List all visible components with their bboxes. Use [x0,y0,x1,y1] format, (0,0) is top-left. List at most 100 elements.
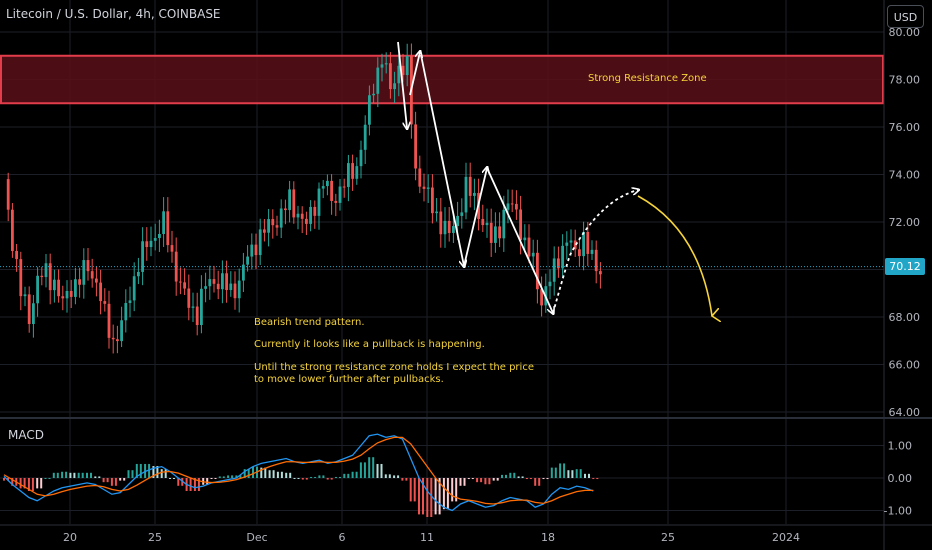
candle-down [284,208,287,211]
macd-histogram-bar [227,475,230,478]
candle-up [250,244,254,257]
price-tick-label: 80.00 [889,26,921,39]
candle-up [137,271,140,277]
candle-up [132,276,136,301]
macd-histogram-bar [206,478,209,485]
candle-down [6,179,10,210]
candle-up [548,281,552,287]
macd-histogram-bar [496,478,499,481]
macd-histogram-bar [65,471,68,478]
candle-up [494,226,497,243]
macd-histogram-bar [517,476,520,478]
macd-histogram-bar [418,478,420,515]
candle-up [82,260,86,285]
candle-down [69,290,73,297]
macd-histogram-bar [27,478,30,491]
macd-histogram-bar [156,466,159,478]
macd-histogram-bar [61,471,64,478]
macd-histogram-bar [355,471,358,478]
time-axis[interactable]: 20 25 Dec 6 11 18 25 2024 [0,524,932,544]
candle-up [372,93,375,96]
candle-down [166,211,170,246]
macd-histogram-bar [169,478,171,479]
candle-down [389,63,392,90]
candle-down [145,241,149,248]
candle-down [447,220,451,233]
candle-up [74,279,77,297]
macd-histogram-bar [521,476,524,478]
macd-histogram-bar [243,469,246,478]
macd-histogram-bar [459,478,462,486]
macd-histogram-bar [592,478,595,480]
macd-histogram-bar [397,475,400,478]
macd-histogram-bar [529,478,532,480]
macd-histogram-bar [260,467,263,478]
resistance-zone[interactable] [0,54,884,105]
macd-histogram-bar [56,472,59,478]
trend-arrow [486,167,553,313]
candle-up [485,222,489,226]
macd-histogram-bar [584,473,586,478]
candle-up [229,283,233,291]
macd-histogram-bar [501,474,503,478]
macd-histogram-bar [467,478,470,480]
macd-histogram-bar [235,475,238,478]
macd-histogram-bar [81,472,84,478]
signal-line [3,436,594,505]
macd-histogram-bar [571,470,574,478]
macd-histogram-bar [252,466,254,478]
candle-down [414,124,417,169]
candle-up [338,186,342,203]
price-tick-label: 66.00 [889,359,921,372]
macd-histogram-bar [310,476,313,478]
candle-up [53,279,56,291]
candle-up [426,187,430,189]
macd-axis[interactable]: 1.00 0.00 -1.00 [884,440,912,518]
candle-down [351,163,354,179]
trend-arrow [420,54,464,266]
candle-up [473,192,476,196]
price-tick-label: 72.00 [889,216,921,229]
candle-up [363,124,367,150]
candle-down [468,176,472,196]
candle-down [195,306,199,326]
macd-label: MACD [8,428,44,442]
macd-histogram-bar [318,475,321,478]
macd-histogram-bar [197,478,200,491]
time-tick-label: 6 [339,531,346,544]
candle-down [519,209,522,241]
note-line-1: Bearish trend pattern. [254,317,365,328]
macd-histogram-bar [36,478,39,489]
candle-up [326,180,329,187]
candle-down [78,279,81,285]
macd-histogram-bar [550,467,553,478]
macd-histogram-bar [546,478,549,480]
macd-histogram-bar [148,463,151,478]
candle-up [296,213,300,218]
candle-down [418,168,422,187]
candle-down [431,187,434,214]
candle-up [153,238,157,241]
macd-histogram-bar [413,478,416,502]
macd-histogram-bar [160,469,163,478]
macd-histogram-bar [509,472,512,478]
macd-histogram-bar [173,478,175,479]
time-tick-label: 25 [661,531,675,544]
candle-down [212,279,216,284]
candle-down [401,65,405,76]
currency-button[interactable]: USD [887,5,924,28]
time-tick-label: 11 [420,531,434,544]
candle-down [95,278,98,283]
candle-up [141,241,144,272]
macd-histogram-bar [239,475,242,478]
macd-histogram-bar [276,471,279,478]
candle-up [128,300,132,304]
macd-histogram-bar [596,478,599,480]
candle-up [44,263,48,278]
note-line-3: Until the strong resistance zone holds I… [254,362,534,385]
candle-up [380,64,384,68]
price-axis[interactable]: 64.0066.0068.0070.0072.0074.0076.0078.00… [883,0,921,550]
candle-up [65,290,69,299]
candle-up [561,245,564,269]
